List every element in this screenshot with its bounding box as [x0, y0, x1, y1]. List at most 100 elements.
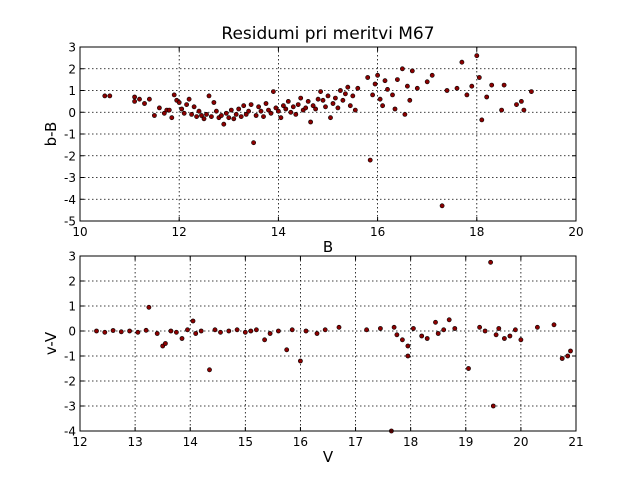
top-data-point — [218, 113, 224, 118]
top-data-point — [315, 96, 321, 102]
bottom-data-point — [490, 403, 496, 409]
bottom-data-point — [507, 333, 513, 339]
top-data-point — [313, 106, 318, 112]
top-data-point — [223, 110, 229, 116]
top-data-point — [380, 103, 385, 109]
bottom-data-point — [190, 318, 196, 324]
top-data-point — [142, 101, 147, 106]
top-data-point — [156, 105, 162, 111]
bottom-x-tick-label: 18 — [403, 435, 418, 449]
bottom-x-tick-label: 13 — [127, 435, 142, 449]
bottom-data-point — [446, 317, 452, 323]
bottom-x-tick-label: 17 — [348, 435, 363, 449]
bottom-data-point — [441, 327, 447, 333]
top-data-point — [439, 203, 445, 209]
top-y-axis-label: b-B — [42, 122, 60, 147]
bottom-y-tick-label: -3 — [64, 400, 76, 414]
top-data-point — [464, 92, 470, 98]
top-data-point — [392, 106, 398, 112]
top-data-point — [263, 101, 269, 106]
top-data-point — [305, 99, 311, 104]
bottom-data-point — [364, 327, 369, 333]
top-data-point — [196, 108, 202, 114]
bottom-data-point — [162, 341, 168, 346]
top-data-point — [107, 93, 113, 99]
top-data-point — [484, 94, 490, 100]
bottom-data-point — [394, 332, 400, 338]
top-data-point — [404, 83, 410, 89]
top-data-point — [298, 95, 304, 101]
bottom-data-point — [551, 322, 557, 328]
bottom-data-point — [419, 333, 425, 339]
bottom-data-point — [488, 259, 493, 265]
bottom-data-point — [568, 348, 573, 354]
top-data-point — [146, 96, 152, 102]
top-data-point — [241, 103, 247, 109]
top-data-point — [323, 104, 328, 110]
top-data-point — [330, 101, 336, 106]
top-data-point — [270, 89, 276, 94]
top-data-point — [476, 75, 482, 80]
bottom-data-point — [482, 328, 488, 334]
bottom-data-point — [154, 331, 160, 336]
bottom-data-point — [405, 353, 411, 359]
top-data-point — [489, 82, 495, 88]
top-data-point — [372, 81, 378, 87]
top-data-point — [211, 100, 217, 105]
top-x-axis-label: B — [323, 238, 333, 256]
bottom-data-point — [198, 328, 204, 334]
top-data-point — [233, 112, 239, 117]
top-data-point — [409, 68, 415, 74]
top-data-point — [365, 75, 371, 80]
top-data-point — [243, 112, 249, 117]
top-x-tick-label: 20 — [568, 225, 583, 239]
bottom-data-point — [496, 326, 502, 331]
bottom-data-point — [179, 336, 185, 341]
bottom-x-tick-label: 15 — [238, 435, 253, 449]
bottom-data-point — [284, 347, 290, 353]
bottom-y-tick-label: 2 — [68, 275, 76, 289]
bottom-y-tick-label: 3 — [68, 250, 76, 264]
bottom-x-tick-label: 14 — [183, 435, 198, 449]
bottom-data-point — [405, 343, 411, 349]
top-data-point — [171, 92, 177, 98]
bottom-y-axis-label: v-V — [42, 331, 60, 355]
top-data-point — [176, 100, 182, 105]
bottom-data-point — [513, 327, 518, 333]
bottom-data-point — [94, 328, 99, 334]
top-data-point — [514, 102, 519, 107]
top-data-point — [278, 115, 284, 121]
top-data-point — [454, 85, 460, 91]
bottom-data-point — [135, 329, 141, 335]
top-data-point — [194, 114, 199, 119]
top-data-point — [258, 108, 264, 114]
bottom-data-point — [435, 331, 441, 336]
top-data-point — [337, 88, 343, 93]
bottom-data-point — [110, 328, 116, 333]
top-data-point — [350, 93, 356, 99]
bottom-data-point — [242, 329, 248, 335]
top-data-point — [352, 107, 358, 113]
top-data-point — [318, 89, 323, 94]
top-data-point — [424, 79, 430, 85]
top-data-point — [370, 92, 375, 98]
bottom-data-point — [146, 304, 152, 310]
top-data-point — [166, 107, 172, 113]
top-data-point — [201, 116, 207, 122]
top-data-point — [414, 85, 420, 91]
bottom-data-point — [118, 329, 124, 335]
top-data-point — [248, 102, 254, 107]
top-data-point — [345, 84, 351, 90]
bottom-data-point — [143, 327, 149, 333]
top-data-point — [161, 110, 167, 116]
top-x-tick-label: 14 — [271, 225, 286, 239]
top-data-point — [238, 114, 244, 119]
bottom-data-point — [226, 328, 232, 334]
bottom-data-point — [262, 337, 267, 343]
top-data-point — [246, 108, 251, 114]
top-data-point — [226, 115, 232, 121]
top-data-point — [499, 107, 504, 113]
bottom-data-point — [336, 324, 342, 330]
top-data-point — [181, 110, 187, 116]
